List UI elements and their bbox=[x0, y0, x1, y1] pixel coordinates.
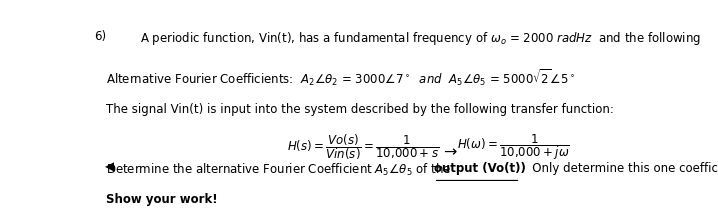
Text: $\rightarrow$: $\rightarrow$ bbox=[440, 143, 458, 158]
Text: .  Only determine this one coefficient.: . Only determine this one coefficient. bbox=[521, 162, 718, 175]
Text: A periodic function, Vin(t), has a fundamental frequency of $\omega_o$ = 2000 $\: A periodic function, Vin(t), has a funda… bbox=[140, 30, 701, 47]
Text: $H(\omega) = \dfrac{1}{10{,}000 + j\omega}$: $H(\omega) = \dfrac{1}{10{,}000 + j\omeg… bbox=[457, 133, 570, 162]
Text: Alternative Fourier Coefficients:  $A_2\angle\theta_2$ = 3000$\angle$7$^\circ$  : Alternative Fourier Coefficients: $A_2\a… bbox=[106, 67, 576, 88]
Text: $\blacktriangleleft$: $\blacktriangleleft$ bbox=[102, 160, 116, 173]
Text: The signal Vin(t) is input into the system described by the following transfer f: The signal Vin(t) is input into the syst… bbox=[106, 103, 615, 116]
Text: Determine the alternative Fourier Coefficient $A_5\angle\theta_5$ of the: Determine the alternative Fourier Coeffi… bbox=[106, 162, 452, 178]
Text: 6): 6) bbox=[94, 30, 106, 43]
Text: output (Vo(t)): output (Vo(t)) bbox=[434, 162, 526, 175]
Text: Show your work!: Show your work! bbox=[106, 193, 218, 206]
Text: $H(s) = \dfrac{Vo(s)}{Vin(s)} = \dfrac{1}{10{,}000 + s}$: $H(s) = \dfrac{Vo(s)}{Vin(s)} = \dfrac{1… bbox=[287, 133, 439, 162]
